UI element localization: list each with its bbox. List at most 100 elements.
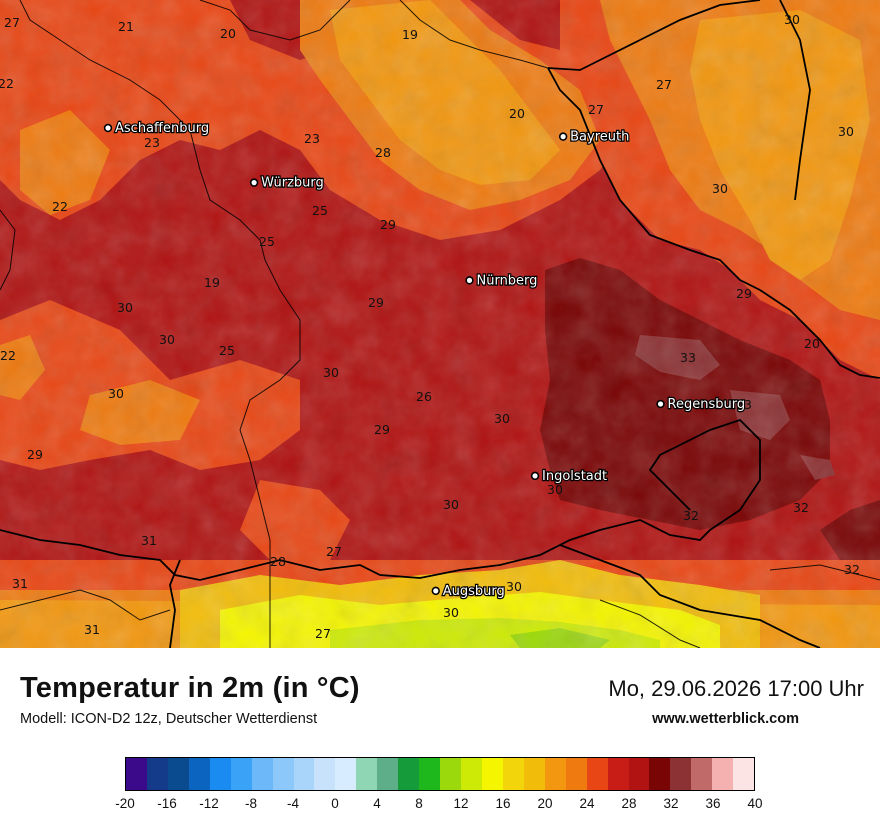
city-label: Nürnberg <box>476 273 537 288</box>
legend-swatch <box>230 758 252 790</box>
isotherm-label: 31 <box>12 576 28 591</box>
city-label: Regensburg <box>668 397 746 412</box>
legend-tick: 12 <box>453 796 469 811</box>
city-label: Aschaffenburg <box>115 121 209 136</box>
legend-tick: 32 <box>663 796 679 811</box>
legend-swatch <box>481 758 503 790</box>
city-label: Augsburg <box>443 584 505 599</box>
legend-swatch <box>272 758 294 790</box>
legend-tick: 8 <box>415 796 423 811</box>
legend-swatch <box>356 758 378 790</box>
legend-swatch <box>649 758 671 790</box>
isotherm-label: 32 <box>844 562 860 577</box>
legend-swatch <box>670 758 692 790</box>
legend-tick: 16 <box>495 796 511 811</box>
isotherm-label: 28 <box>375 145 391 160</box>
website-link[interactable]: www.wetterblick.com <box>652 711 799 727</box>
isotherm-label: 27 <box>588 102 604 117</box>
isotherm-label: 27 <box>326 544 342 559</box>
isotherm-label: 30 <box>506 579 522 594</box>
legend-tick: -16 <box>157 796 177 811</box>
isotherm-label: 30 <box>547 482 563 497</box>
isotherm-label: 30 <box>443 605 459 620</box>
isotherm-label: 27 <box>4 15 20 30</box>
legend-swatch <box>377 758 399 790</box>
isotherm-label: 29 <box>380 217 396 232</box>
city-marker[interactable]: Würzburg <box>249 174 325 192</box>
isotherm-label: 30 <box>159 332 175 347</box>
legend-tick: -4 <box>286 796 300 811</box>
legend-swatch <box>565 758 587 790</box>
isotherm-label: 33 <box>680 350 696 365</box>
isotherm-label: 25 <box>312 203 328 218</box>
legend-swatch <box>461 758 482 790</box>
isotherm-label: 23 <box>304 131 320 146</box>
state-borders <box>0 0 880 648</box>
city-marker[interactable]: Ingolstadt <box>530 468 608 485</box>
isotherm-label: 20 <box>509 106 525 121</box>
isotherm-label: 30 <box>108 386 124 401</box>
legend-swatch <box>314 758 336 790</box>
isotherm-label: 21 <box>118 19 134 34</box>
city-marker[interactable]: Aschaffenburg <box>103 120 210 137</box>
legend-swatch <box>335 758 357 790</box>
city-marker[interactable]: Bayreuth <box>558 128 631 146</box>
isotherm-label: 30 <box>494 411 510 426</box>
country-borders <box>0 0 880 648</box>
forecast-datetime: Mo, 29.06.2026 17:00 Uhr <box>608 676 864 701</box>
legend-swatch <box>440 758 461 790</box>
isotherm-label: 30 <box>838 124 854 139</box>
legend-tick: -8 <box>244 796 258 811</box>
city-dot <box>558 132 568 141</box>
isotherm-label: 20 <box>220 26 236 41</box>
city-marker[interactable]: Regensburg <box>656 396 746 413</box>
legend-swatch <box>293 758 315 790</box>
legend-tick: -20 <box>115 796 135 811</box>
city-dot <box>103 123 113 133</box>
isotherm-label: 19 <box>402 27 418 42</box>
isotherm-label: 28 <box>270 554 286 569</box>
legend-swatch <box>523 758 545 790</box>
isotherm-label: 30 <box>443 497 459 512</box>
city-dot <box>530 471 540 481</box>
legend-swatch <box>167 758 189 790</box>
isotherm-label: 27 <box>315 626 331 641</box>
legend-swatch <box>146 758 168 790</box>
legend-tick: 36 <box>705 796 721 811</box>
legend-swatch <box>712 758 734 790</box>
legend-swatch <box>398 758 420 790</box>
isotherm-label: 25 <box>219 343 235 358</box>
legend-tick: 28 <box>621 796 637 811</box>
city-marker[interactable]: Nürnberg <box>465 272 539 290</box>
city-marker[interactable]: Augsburg <box>431 583 506 600</box>
legend-tick: 40 <box>747 796 763 811</box>
isotherm-label: 31 <box>141 533 157 548</box>
city-label: Bayreuth <box>570 130 629 145</box>
legend-swatch <box>628 758 650 790</box>
isotherm-label: 26 <box>416 389 432 404</box>
legend-swatch <box>251 758 273 790</box>
city-label: Würzburg <box>261 176 324 191</box>
legend-swatch <box>586 758 608 790</box>
isotherm-label: 29 <box>27 447 43 462</box>
isotherm-labels: 27 21 20 19 30 22 23 28 20 27 27 30 23 22 25 30 29 25 29 19… <box>0 12 860 641</box>
isotherm-label: 29 <box>368 295 384 310</box>
legend-tick: 20 <box>537 796 553 811</box>
city-dot <box>431 586 440 596</box>
city-markers: Aschaffenburg Würzburg Bayreuth Nürnberg Reg… <box>103 120 746 600</box>
isotherm-label: 29 <box>736 286 752 301</box>
legend-swatch <box>502 758 524 790</box>
legend-tick: -12 <box>199 796 219 811</box>
legend-swatch <box>188 758 210 790</box>
legend-swatch <box>607 758 629 790</box>
isotherm-label: 30 <box>323 365 339 380</box>
chart-title: Temperatur in 2m (in °C) <box>20 672 360 704</box>
city-label: Ingolstadt <box>542 469 607 484</box>
isotherm-label: 33 <box>736 397 752 412</box>
legend-swatch <box>209 758 231 790</box>
isotherm-label: 30 <box>712 181 728 196</box>
footer-panel: Temperatur in 2m (in °C) Modell: ICON-D2… <box>0 648 880 830</box>
legend-tick-labels: -20 -16 -12 -8 -4 0 4 8 12 16 20 24 28 32 36 40 <box>115 796 762 816</box>
isotherm-label: 20 <box>804 336 820 351</box>
city-dot <box>249 178 259 187</box>
